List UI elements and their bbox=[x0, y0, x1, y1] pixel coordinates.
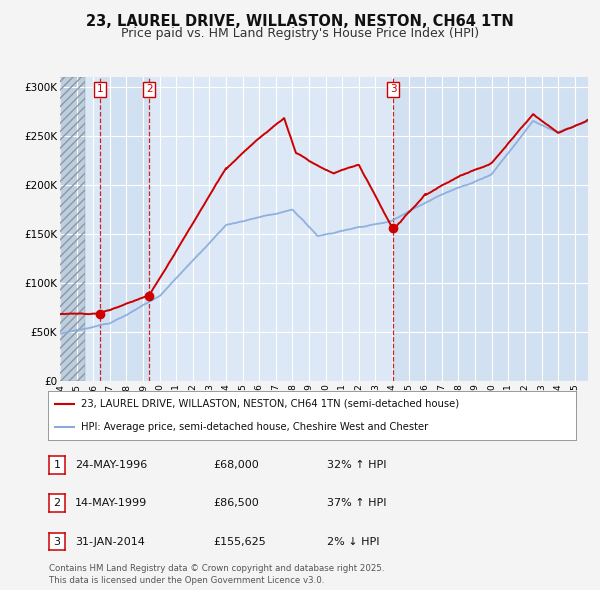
Text: Price paid vs. HM Land Registry's House Price Index (HPI): Price paid vs. HM Land Registry's House … bbox=[121, 27, 479, 40]
Text: 31-JAN-2014: 31-JAN-2014 bbox=[75, 537, 145, 546]
Text: 1: 1 bbox=[53, 460, 61, 470]
Bar bbox=[60, 77, 85, 381]
Text: 3: 3 bbox=[390, 84, 397, 94]
Bar bbox=[394, 77, 588, 381]
Text: 2: 2 bbox=[146, 84, 152, 94]
Text: £86,500: £86,500 bbox=[213, 499, 259, 508]
Text: 23, LAUREL DRIVE, WILLASTON, NESTON, CH64 1TN: 23, LAUREL DRIVE, WILLASTON, NESTON, CH6… bbox=[86, 14, 514, 28]
Text: 1: 1 bbox=[97, 84, 103, 94]
Text: 14-MAY-1999: 14-MAY-1999 bbox=[75, 499, 147, 508]
Text: 2: 2 bbox=[53, 499, 61, 508]
Text: £68,000: £68,000 bbox=[213, 460, 259, 470]
Text: 2% ↓ HPI: 2% ↓ HPI bbox=[327, 537, 380, 546]
Text: 32% ↑ HPI: 32% ↑ HPI bbox=[327, 460, 386, 470]
Bar bbox=[60, 77, 85, 381]
Text: £155,625: £155,625 bbox=[213, 537, 266, 546]
Text: 23, LAUREL DRIVE, WILLASTON, NESTON, CH64 1TN (semi-detached house): 23, LAUREL DRIVE, WILLASTON, NESTON, CH6… bbox=[81, 399, 459, 409]
Text: 37% ↑ HPI: 37% ↑ HPI bbox=[327, 499, 386, 508]
Text: HPI: Average price, semi-detached house, Cheshire West and Chester: HPI: Average price, semi-detached house,… bbox=[81, 422, 428, 432]
Text: Contains HM Land Registry data © Crown copyright and database right 2025.
This d: Contains HM Land Registry data © Crown c… bbox=[49, 565, 385, 585]
Text: 24-MAY-1996: 24-MAY-1996 bbox=[75, 460, 147, 470]
Bar bbox=[100, 77, 149, 381]
Text: 3: 3 bbox=[53, 537, 61, 546]
